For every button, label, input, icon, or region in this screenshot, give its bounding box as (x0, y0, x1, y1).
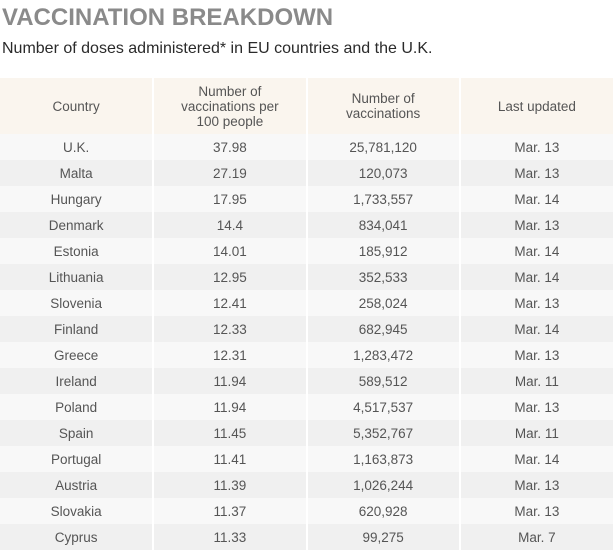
country-cell: Greece (0, 342, 154, 368)
header-country: Country (0, 78, 154, 134)
last-updated-cell: Mar. 11 (458, 368, 613, 394)
table-header-row: Country Number of vaccinations per 100 p… (0, 78, 613, 134)
table-row: Spain 11.45 5,352,767 Mar. 11 (0, 420, 613, 446)
vaccinations-cell: 1,283,472 (305, 342, 460, 368)
per-100-cell: 11.39 (152, 472, 307, 498)
per-100-cell: 11.94 (152, 368, 307, 394)
vaccinations-cell: 5,352,767 (305, 420, 460, 446)
last-updated-cell: Mar. 7 (458, 524, 613, 550)
country-cell: Slovenia (0, 290, 154, 316)
country-cell: Estonia (0, 238, 154, 264)
per-100-cell: 14.4 (152, 212, 307, 238)
vaccinations-cell: 120,073 (305, 160, 460, 186)
country-cell: Lithuania (0, 264, 154, 290)
vaccinations-cell: 4,517,537 (305, 394, 460, 420)
last-updated-cell: Mar. 13 (458, 342, 613, 368)
last-updated-cell: Mar. 11 (458, 420, 613, 446)
per-100-cell: 12.33 (152, 316, 307, 342)
country-cell: Cyprus (0, 524, 154, 550)
table-row: Slovakia 11.37 620,928 Mar. 13 (0, 498, 613, 524)
vaccinations-cell: 620,928 (305, 498, 460, 524)
per-100-cell: 11.37 (152, 498, 307, 524)
vaccinations-cell: 25,781,120 (305, 134, 460, 160)
page-title: VACCINATION BREAKDOWN (2, 4, 334, 31)
country-cell: Austria (0, 472, 154, 498)
last-updated-cell: Mar. 14 (458, 186, 613, 212)
last-updated-cell: Mar. 14 (458, 316, 613, 342)
header-last-updated: Last updated (458, 78, 613, 134)
table-row: Cyprus 11.33 99,275 Mar. 7 (0, 524, 613, 550)
per-100-cell: 17.95 (152, 186, 307, 212)
last-updated-cell: Mar. 14 (458, 238, 613, 264)
per-100-cell: 11.45 (152, 420, 307, 446)
per-100-cell: 14.01 (152, 238, 307, 264)
per-100-cell: 11.41 (152, 446, 307, 472)
last-updated-cell: Mar. 14 (458, 446, 613, 472)
vaccinations-cell: 834,041 (305, 212, 460, 238)
per-100-cell: 27.19 (152, 160, 307, 186)
last-updated-cell: Mar. 13 (458, 134, 613, 160)
per-100-cell: 12.31 (152, 342, 307, 368)
last-updated-cell: Mar. 13 (458, 472, 613, 498)
table-row: Slovenia 12.41 258,024 Mar. 13 (0, 290, 613, 316)
last-updated-cell: Mar. 13 (458, 498, 613, 524)
table-row: U.K. 37.98 25,781,120 Mar. 13 (0, 134, 613, 160)
country-cell: Slovakia (0, 498, 154, 524)
header-per-100: Number of vaccinations per 100 people (152, 78, 307, 134)
vaccination-table: Country Number of vaccinations per 100 p… (0, 78, 613, 550)
per-100-cell: 11.33 (152, 524, 307, 550)
table-row: Hungary 17.95 1,733,557 Mar. 14 (0, 186, 613, 212)
last-updated-cell: Mar. 13 (458, 394, 613, 420)
table-row: Poland 11.94 4,517,537 Mar. 13 (0, 394, 613, 420)
header-vaccinations: Number of vaccinations (305, 78, 460, 134)
vaccinations-cell: 682,945 (305, 316, 460, 342)
subtitle: Number of doses administered* in EU coun… (2, 40, 433, 57)
table-row: Malta 27.19 120,073 Mar. 13 (0, 160, 613, 186)
last-updated-cell: Mar. 13 (458, 160, 613, 186)
table-row: Denmark 14.4 834,041 Mar. 13 (0, 212, 613, 238)
vaccinations-cell: 99,275 (305, 524, 460, 550)
per-100-cell: 11.94 (152, 394, 307, 420)
per-100-cell: 12.95 (152, 264, 307, 290)
table-row: Portugal 11.41 1,163,873 Mar. 14 (0, 446, 613, 472)
table-row: Ireland 11.94 589,512 Mar. 11 (0, 368, 613, 394)
vaccinations-cell: 185,912 (305, 238, 460, 264)
vaccinations-cell: 352,533 (305, 264, 460, 290)
table-row: Estonia 14.01 185,912 Mar. 14 (0, 238, 613, 264)
per-100-cell: 37.98 (152, 134, 307, 160)
country-cell: Hungary (0, 186, 154, 212)
per-100-cell: 12.41 (152, 290, 307, 316)
country-cell: U.K. (0, 134, 154, 160)
country-cell: Denmark (0, 212, 154, 238)
country-cell: Poland (0, 394, 154, 420)
table-row: Lithuania 12.95 352,533 Mar. 14 (0, 264, 613, 290)
vaccinations-cell: 589,512 (305, 368, 460, 394)
country-cell: Spain (0, 420, 154, 446)
last-updated-cell: Mar. 13 (458, 290, 613, 316)
table-row: Greece 12.31 1,283,472 Mar. 13 (0, 342, 613, 368)
country-cell: Malta (0, 160, 154, 186)
country-cell: Ireland (0, 368, 154, 394)
table-row: Austria 11.39 1,026,244 Mar. 13 (0, 472, 613, 498)
vaccinations-cell: 1,733,557 (305, 186, 460, 212)
country-cell: Finland (0, 316, 154, 342)
vaccinations-cell: 1,163,873 (305, 446, 460, 472)
vaccinations-cell: 1,026,244 (305, 472, 460, 498)
last-updated-cell: Mar. 14 (458, 264, 613, 290)
table-row: Finland 12.33 682,945 Mar. 14 (0, 316, 613, 342)
last-updated-cell: Mar. 13 (458, 212, 613, 238)
country-cell: Portugal (0, 446, 154, 472)
vaccinations-cell: 258,024 (305, 290, 460, 316)
